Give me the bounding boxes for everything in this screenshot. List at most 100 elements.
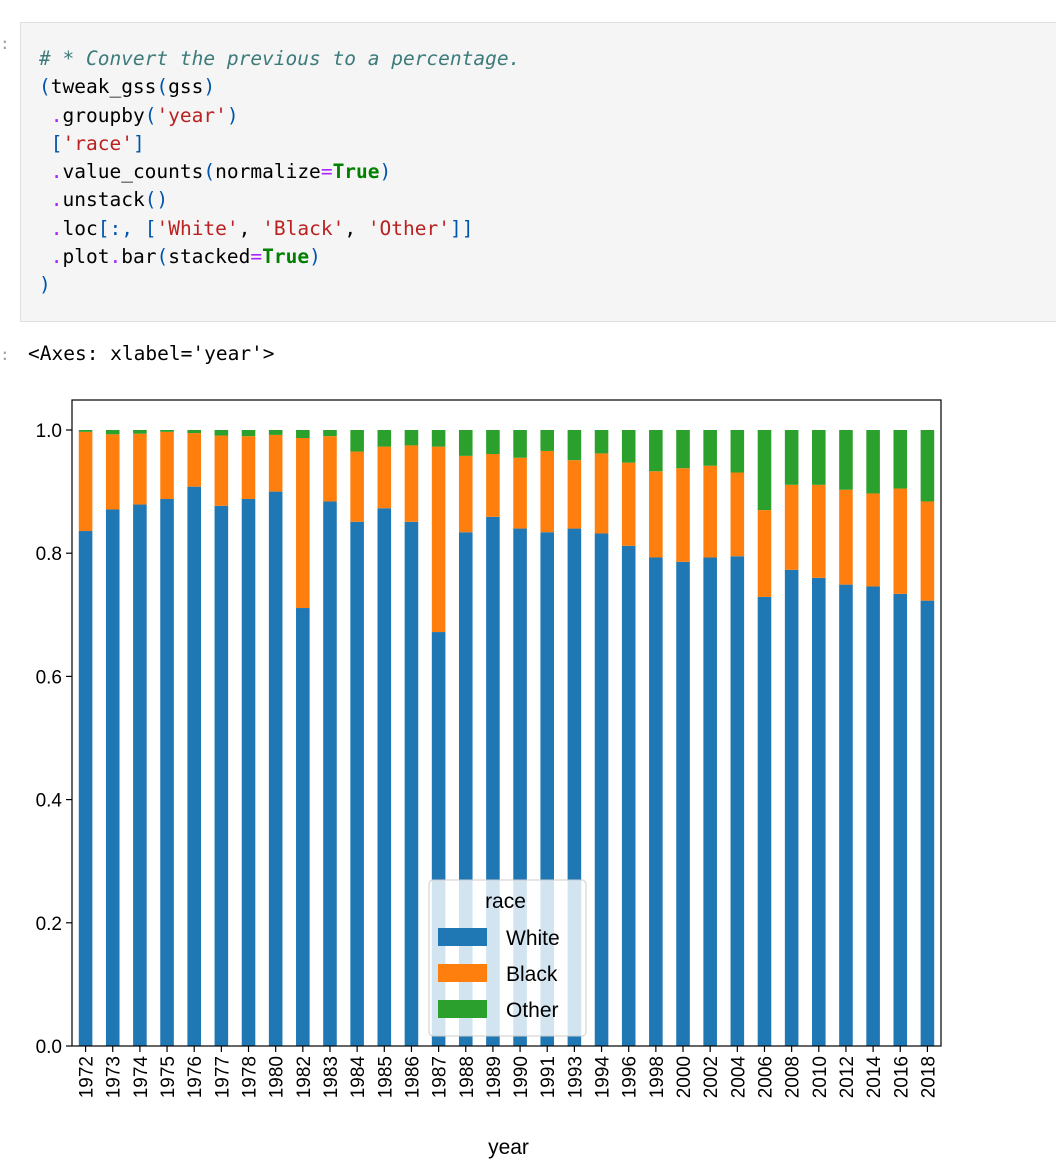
x-tick-label-2000: 2000 (674, 1056, 695, 1098)
bar-white-1978 (241, 498, 256, 1046)
bar-white-1994 (594, 533, 609, 1046)
legend-swatch-black (438, 964, 487, 982)
bar-white-1975 (160, 498, 174, 1046)
bar-black-2006 (757, 510, 772, 597)
bar-other-2006 (757, 430, 772, 511)
bar-other-1996 (621, 430, 636, 463)
bar-white-2004 (730, 556, 745, 1046)
bar-other-2016 (893, 430, 908, 489)
bar-other-2018 (920, 430, 935, 502)
bar-white-1974 (133, 504, 147, 1046)
bar-other-1990 (513, 430, 527, 458)
bar-white-2018 (920, 600, 935, 1046)
x-tick-label-1976: 1976 (185, 1056, 206, 1098)
bar-white-2016 (893, 593, 908, 1046)
x-tick-label-2002: 2002 (701, 1056, 722, 1098)
input-prompt-marker: : (0, 34, 10, 53)
bar-black-1984 (350, 451, 364, 522)
x-tick-label-1972: 1972 (77, 1056, 98, 1098)
x-tick-label-2016: 2016 (891, 1056, 912, 1098)
x-tick-label-1988: 1988 (457, 1056, 478, 1098)
bar-other-1986 (404, 430, 419, 446)
bar-white-1983 (323, 501, 337, 1046)
code-line-2: (tweak_gss(gss) (39, 75, 216, 99)
bar-black-2000 (676, 468, 690, 562)
bar-other-1972 (78, 430, 93, 432)
code-block[interactable]: # * Convert the previous to a percentage… (39, 45, 520, 300)
bar-black-1987 (431, 446, 446, 633)
bar-white-1982 (296, 608, 310, 1046)
bar-white-1976 (187, 486, 201, 1046)
bar-black-1983 (323, 436, 337, 502)
bar-black-1980 (268, 434, 283, 492)
bar-white-2006 (757, 596, 772, 1046)
x-tick-label-1993: 1993 (565, 1056, 586, 1098)
bar-white-2014 (866, 586, 880, 1046)
x-tick-label-1977: 1977 (212, 1056, 233, 1098)
bar-black-1972 (78, 431, 93, 532)
bar-black-2018 (920, 501, 935, 601)
bar-black-1989 (486, 454, 500, 517)
bar-white-1996 (621, 545, 636, 1046)
bar-black-1974 (133, 433, 147, 505)
x-tick-label-2008: 2008 (783, 1056, 804, 1098)
bar-other-2010 (812, 430, 826, 485)
bar-white-1985 (377, 508, 392, 1046)
code-line-4: ['race'] (50, 131, 145, 155)
bar-white-1977 (214, 505, 229, 1046)
x-tick-label-1986: 1986 (402, 1056, 423, 1098)
x-tick-label-1980: 1980 (267, 1056, 288, 1098)
y-tick-label-5: 1.0 (36, 421, 62, 442)
bar-other-1973 (105, 430, 120, 435)
x-tick-label-1978: 1978 (240, 1056, 261, 1098)
bar-white-1973 (105, 509, 120, 1046)
bar-white-2008 (784, 569, 799, 1046)
bar-other-1977 (214, 430, 229, 436)
output-prompt-marker: : (0, 345, 10, 364)
bar-black-1990 (513, 457, 527, 529)
code-cell-input[interactable]: # * Convert the previous to a percentage… (20, 22, 1056, 322)
code-line-5: .value_counts(normalize=True) (50, 160, 392, 184)
bar-black-1986 (404, 445, 419, 522)
x-tick-label-1984: 1984 (348, 1056, 369, 1099)
bar-white-1980 (268, 491, 283, 1047)
stacked-bar-chart: 0.0 0.2 0.4 0.6 0.8 1.0 1972 1973 1974 1975 1976 19… (36, 399, 942, 1159)
y-tick-label-3: 0.6 (36, 667, 62, 688)
bar-white-1972 (78, 531, 93, 1046)
bar-black-2012 (839, 489, 853, 585)
code-line-3: .groupby('year') (50, 103, 239, 127)
x-tick-label-2006: 2006 (755, 1056, 776, 1098)
y-tick-label-4: 0.8 (36, 544, 62, 565)
bar-black-2002 (703, 465, 717, 558)
bar-other-1988 (458, 430, 473, 456)
bar-black-2004 (730, 472, 745, 557)
bar-black-1977 (214, 435, 229, 506)
bar-black-1978 (241, 436, 256, 499)
x-tick-label-2014: 2014 (864, 1056, 885, 1099)
bar-black-1998 (649, 471, 663, 558)
bar-other-1993 (567, 430, 582, 461)
bar-white-2002 (703, 557, 717, 1046)
x-tick-label-2018: 2018 (918, 1056, 939, 1098)
bar-other-1987 (431, 430, 446, 447)
y-tick-label-1: 0.2 (36, 914, 62, 935)
bar-other-2008 (784, 430, 799, 485)
code-line-9: ) (39, 273, 51, 297)
bar-other-2002 (703, 430, 717, 466)
x-tick-label-1989: 1989 (484, 1056, 505, 1098)
bar-white-1986 (404, 521, 419, 1046)
legend-title: race (485, 890, 526, 913)
x-tick-label-1985: 1985 (375, 1056, 396, 1098)
bar-white-2010 (812, 577, 826, 1046)
bar-black-1988 (458, 455, 473, 533)
bar-other-2014 (866, 430, 880, 494)
bar-black-1994 (594, 453, 609, 534)
bar-other-1980 (268, 430, 283, 435)
bar-other-1998 (649, 430, 663, 472)
bar-white-2012 (839, 584, 853, 1046)
plot-frame (71, 399, 942, 1047)
x-axis-label: year (488, 1136, 529, 1159)
legend-label-white: White (506, 927, 560, 950)
x-tick-label-1987: 1987 (430, 1056, 451, 1098)
y-tick-label-0: 0.0 (36, 1037, 62, 1058)
